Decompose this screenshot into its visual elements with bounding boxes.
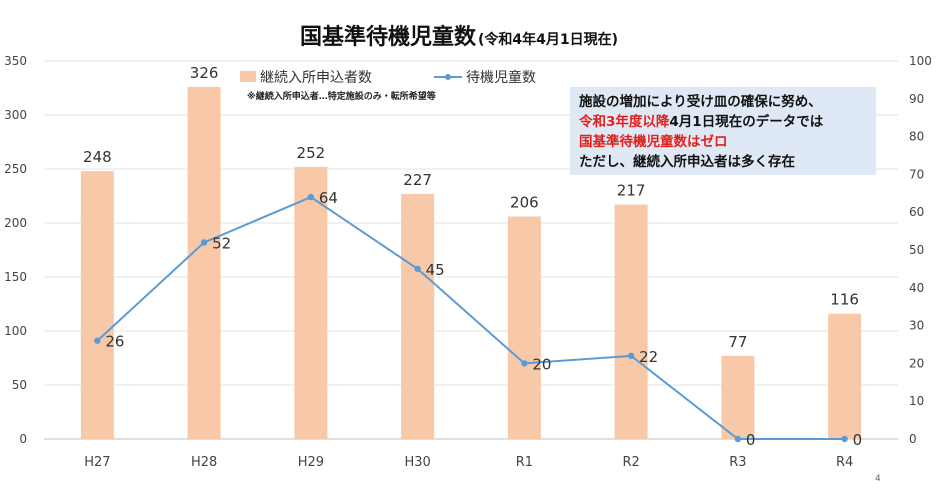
- left-tick-label: 0: [19, 432, 27, 446]
- line-data-label: 52: [212, 234, 231, 252]
- right-tick-label: 40: [909, 281, 924, 295]
- category-label: R4: [836, 455, 853, 470]
- left-tick-label: 100: [4, 324, 27, 338]
- bar-data-label: 206: [510, 194, 539, 212]
- left-tick-label: 300: [4, 108, 27, 122]
- right-tick-label: 0: [909, 432, 917, 446]
- line-data-label: 26: [105, 333, 124, 351]
- bar-data-label: 116: [830, 291, 859, 309]
- bar-series: 248 326 252 227 206 217 77 116: [80, 64, 862, 440]
- line-point: [414, 265, 421, 273]
- line-point: [627, 352, 635, 360]
- line-path: [96, 195, 845, 440]
- right-tick-label: 90: [909, 92, 924, 106]
- line-point: [521, 360, 528, 367]
- bar: [401, 193, 435, 439]
- category-label: R3: [729, 455, 746, 470]
- chart-title: 国基準待機児童数 (令和4年4月1日現在): [300, 24, 618, 50]
- line-data-label: 0: [746, 431, 756, 449]
- callout-line-4: ただし、継続入所申込者は多く存在: [579, 154, 795, 170]
- left-tick-label: 150: [4, 270, 27, 284]
- legend-swatch-bar: [240, 71, 256, 82]
- right-tick-label: 20: [909, 356, 924, 370]
- bar: [294, 166, 328, 439]
- right-tick-label: 100: [909, 54, 932, 68]
- category-labels: H27 H28 H29 H30 R1 R2 R3 R4: [84, 455, 853, 470]
- legend-swatch-marker: [445, 74, 451, 80]
- chart-subtitle: (令和4年4月1日現在): [478, 31, 618, 48]
- line-point: [94, 337, 101, 344]
- callout-box: 施設の増加により受け皿の確保に努め、 令和3年度以降4月1日現在のデータでは 国…: [570, 87, 876, 175]
- bar: [80, 171, 114, 439]
- category-label: R2: [622, 455, 639, 470]
- line-data-label: 64: [319, 189, 338, 207]
- bar-data-label: 217: [617, 182, 646, 200]
- line-data-label: 20: [532, 355, 551, 373]
- callout-highlight-2: 国基準待機児童数はゼロ: [579, 134, 728, 150]
- legend-note: ※継続入所申込者…特定施設のみ・転所希望等: [247, 90, 436, 102]
- line-point: [841, 435, 848, 443]
- left-tick-label: 350: [4, 54, 27, 68]
- callout-line-2: 令和3年度以降4月1日現在のデータでは: [579, 112, 867, 132]
- bar: [614, 204, 648, 439]
- legend-label-line: 待機児童数: [466, 69, 536, 86]
- category-label: H28: [191, 455, 217, 470]
- page-number: 4: [875, 474, 881, 484]
- left-tick-label: 200: [4, 216, 27, 230]
- left-axis-ticks: 0 50 100 150 200 250 300 350: [4, 54, 27, 446]
- category-label: H30: [404, 455, 430, 470]
- left-tick-label: 250: [4, 162, 27, 176]
- bar: [507, 216, 541, 439]
- gridlines: [44, 60, 898, 440]
- right-tick-label: 30: [909, 319, 924, 333]
- line-point: [307, 193, 315, 201]
- line-data-label: 22: [639, 348, 658, 366]
- right-tick-label: 50: [909, 243, 924, 257]
- right-tick-label: 80: [909, 130, 924, 144]
- bar-data-label: 227: [403, 171, 432, 189]
- callout-line-1: 施設の増加により受け皿の確保に努め、: [579, 94, 822, 110]
- bar: [721, 355, 755, 439]
- line-data-label: 0: [853, 431, 863, 449]
- right-tick-label: 70: [909, 167, 924, 181]
- bar: [828, 313, 862, 439]
- category-label: H29: [298, 455, 324, 470]
- line-series: 26 52 64 45 20 22 0 0: [94, 189, 862, 449]
- right-tick-label: 60: [909, 205, 924, 219]
- line-point: [200, 239, 208, 246]
- left-tick-label: 50: [12, 378, 27, 392]
- right-axis-ticks: 0 10 20 30 40 50 60 70 80 90 100: [909, 54, 932, 446]
- bar: [187, 86, 221, 440]
- line-data-label: 45: [426, 261, 445, 279]
- bar-data-label: 252: [297, 144, 326, 162]
- line-point: [734, 435, 742, 443]
- bar-data-label: 248: [83, 148, 112, 166]
- legend: 継続入所申込者数 待機児童数 ※継続入所申込者…特定施設のみ・転所希望等: [240, 69, 536, 102]
- callout-line-2-rest: 4月1日現在のデータでは: [669, 114, 824, 130]
- chart-title-main: 国基準待機児童数: [300, 24, 477, 50]
- category-label: R1: [516, 455, 533, 470]
- callout-highlight-1: 令和3年度以降: [579, 114, 670, 130]
- bar-data-label: 77: [728, 333, 747, 351]
- bar-data-label: 326: [190, 64, 219, 82]
- legend-label-bar: 継続入所申込者数: [260, 69, 372, 86]
- category-label: H27: [84, 455, 110, 470]
- right-tick-label: 10: [909, 394, 924, 408]
